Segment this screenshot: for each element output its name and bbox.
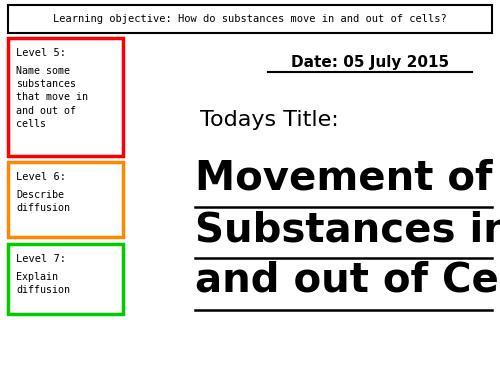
- Text: Explain
diffusion: Explain diffusion: [16, 272, 70, 295]
- Text: Name some
substances
that move in
and out of
cells: Name some substances that move in and ou…: [16, 66, 88, 129]
- FancyBboxPatch shape: [8, 5, 492, 33]
- Text: Level 6:: Level 6:: [16, 172, 66, 182]
- Text: and out of Cells: and out of Cells: [195, 261, 500, 301]
- Text: Date: 05 July 2015: Date: 05 July 2015: [291, 55, 449, 70]
- Text: Describe
diffusion: Describe diffusion: [16, 190, 70, 213]
- FancyBboxPatch shape: [8, 244, 123, 314]
- Text: Todays Title:: Todays Title:: [200, 110, 339, 130]
- FancyBboxPatch shape: [8, 38, 123, 156]
- Text: Level 5:: Level 5:: [16, 48, 66, 58]
- Text: Movement of: Movement of: [195, 158, 492, 198]
- Text: Level 7:: Level 7:: [16, 254, 66, 264]
- Text: Learning objective: How do substances move in and out of cells?: Learning objective: How do substances mo…: [53, 14, 447, 24]
- FancyBboxPatch shape: [8, 162, 123, 237]
- Text: Substances in: Substances in: [195, 210, 500, 250]
